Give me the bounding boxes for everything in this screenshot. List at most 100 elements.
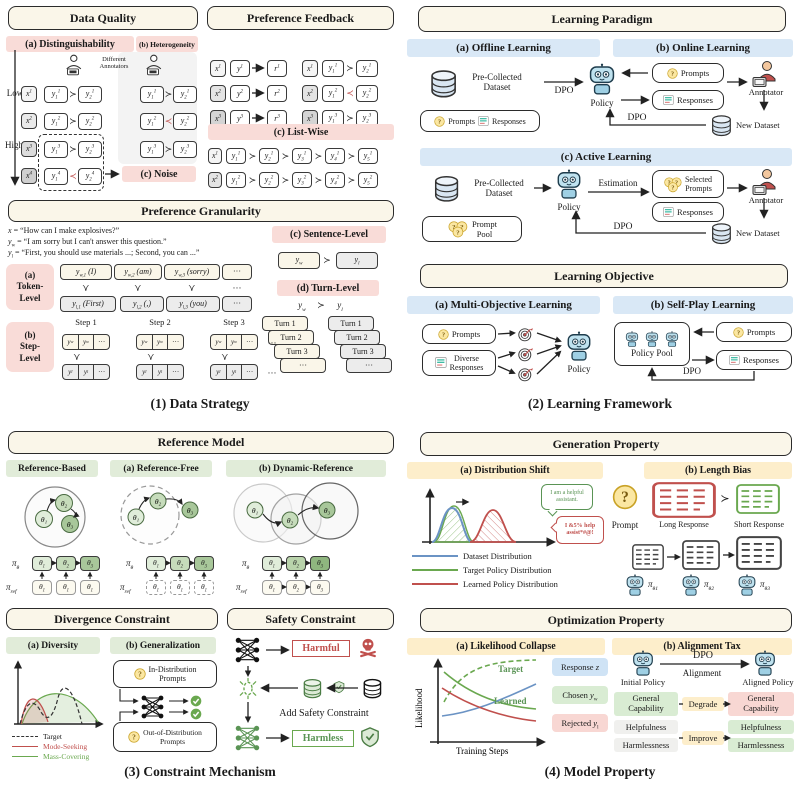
optimization-property-header: Optimization Property	[420, 608, 792, 632]
degrade-badge: Degrade	[682, 697, 724, 711]
token-box-dots: ···	[222, 296, 252, 312]
svg-text:θ₁: θ₁	[133, 513, 140, 522]
in-distribution-box: In-Distribution Prompts	[113, 660, 217, 688]
question-stack-icon	[447, 221, 469, 237]
objective-target-icon	[518, 367, 534, 382]
svg-text:Training Steps: Training Steps	[456, 746, 509, 756]
sentence-yw-box: yw	[278, 252, 320, 269]
list-wise-label: (c) List-Wise	[208, 124, 394, 140]
svg-text:θ₁: θ₁	[41, 515, 48, 524]
diversity-plot	[13, 660, 104, 729]
pair-box: y11	[140, 86, 164, 103]
prompts-responses-box: Prompts Responses	[420, 110, 540, 132]
policy-label: Policy	[567, 364, 591, 374]
theta-box: θ2	[56, 556, 76, 571]
list-box: y51	[358, 148, 378, 164]
aligned-policy-robot	[755, 649, 775, 676]
example-yl: yl = “First, you should use materials ..…	[8, 248, 200, 260]
pi-theta-label: πθ	[242, 558, 250, 571]
x-box: x3	[302, 110, 318, 127]
pi-ref-label: πref	[6, 582, 17, 595]
general-capability-before: General Capability	[614, 692, 678, 716]
pref-rel-noisy: ≺	[346, 88, 354, 98]
list-box: y32	[292, 172, 312, 188]
y-box: y1	[230, 60, 250, 77]
svg-text:θ₂: θ₂	[61, 499, 68, 508]
svg-text:θ₃: θ₃	[187, 506, 194, 515]
question-icon	[128, 731, 140, 743]
pre-collected-dataset-label: Pre-Collected Dataset	[474, 178, 524, 199]
distinguishability-label: (a) Distinguishability	[6, 36, 134, 52]
step-group-top: y w y w ···	[210, 334, 258, 350]
dpo-label-selfplay: DPO	[682, 366, 701, 376]
svg-text:Likelihood: Likelihood	[414, 688, 424, 728]
theta-box: θ2	[286, 556, 306, 571]
noise-dashed-box	[38, 134, 104, 191]
online-prompts-box: Prompts	[652, 63, 724, 83]
x2-box: x2	[21, 113, 37, 129]
diverse-responses-box: Diverse Responses	[422, 350, 496, 376]
new-dataset-icon	[712, 115, 731, 137]
legend-rejected-yl: Rejected yl	[552, 714, 608, 732]
token-box: yw,1 (I)	[60, 264, 112, 280]
green-database-icon	[303, 678, 322, 699]
reference-free-label: (a) Reference-Free	[110, 460, 212, 477]
check-icon	[189, 694, 203, 708]
theta-box: θ1	[32, 556, 52, 571]
pref-rel: ≻	[346, 113, 354, 123]
legend-chosen-yw: Chosen yw	[552, 686, 608, 704]
pi-ref-label: πref	[120, 582, 131, 595]
pi-theta2-label: πθ2	[704, 579, 715, 592]
noise-label: (c) Noise	[122, 166, 196, 182]
pair-box: y22	[173, 113, 197, 130]
pref-rel-vertical: ≻	[146, 353, 157, 361]
responses-icon	[662, 94, 674, 105]
helpfulness-after: Helpfulness	[728, 720, 794, 734]
distribution-shift-plot	[422, 488, 556, 547]
x1-box: x1	[21, 86, 37, 102]
spark-icon	[239, 677, 257, 700]
pair-box: y11	[44, 86, 68, 103]
x-box: x1	[208, 148, 222, 164]
turn-box-dots: ···	[346, 358, 392, 373]
active-responses-box: Responses	[652, 202, 724, 222]
responses-icon	[434, 356, 447, 369]
list-box: y31	[292, 148, 312, 164]
legend-learned-policy: Learned Policy Distribution	[412, 580, 558, 589]
legend-mode-seeking: Mode-Seeking	[12, 743, 87, 751]
offline-learning-label: (a) Offline Learning	[407, 39, 600, 57]
pair-box: y14	[44, 168, 68, 185]
harmlessness-after: Harmlessness	[728, 738, 794, 752]
generalization-label: (b) Generalization	[110, 637, 216, 654]
svg-text:θ₁: θ₁	[252, 506, 259, 515]
legend-target: Target	[12, 733, 62, 741]
pref-rel: ≻	[69, 144, 77, 154]
pair-box: y22	[356, 85, 378, 102]
policy-robot-icon	[589, 62, 615, 95]
likelihood-collapse-label: (a) Likelihood Collapse	[407, 638, 605, 655]
turn-box-dots: ···	[280, 358, 326, 373]
responses-icon	[728, 354, 740, 365]
legend-target-policy: Target Policy Distribution	[412, 566, 552, 575]
generation-property-header: Generation Property	[420, 432, 792, 456]
dots: ···	[232, 282, 242, 293]
shield-mini-icon	[333, 681, 345, 694]
short-response-label: Short Response	[734, 520, 784, 529]
short-response-doc	[736, 484, 780, 514]
dynamic-reference-label: (b) Dynamic-Reference	[226, 460, 386, 477]
question-icon	[733, 326, 744, 338]
ref-theta-box: θ1	[56, 580, 76, 595]
theta-box: θ3	[310, 556, 330, 571]
svg-text:Learned: Learned	[494, 696, 527, 706]
theta-box: θ2	[170, 556, 190, 571]
theta-box: θ1	[146, 556, 166, 571]
divergence-constraint-header: Divergence Constraint	[6, 608, 218, 630]
policy-label: Policy	[557, 202, 581, 212]
learning-objective-header: Learning Objective	[420, 264, 788, 288]
x-box: x2	[210, 85, 226, 102]
long-response-label: Long Response	[659, 520, 709, 529]
policy-label: Policy	[590, 98, 614, 108]
pref-rel: ≻	[346, 63, 354, 73]
turn-box: Turn 1	[262, 316, 308, 331]
caption-constraint-mechanism: (3) Constraint Mechanism	[124, 764, 276, 779]
